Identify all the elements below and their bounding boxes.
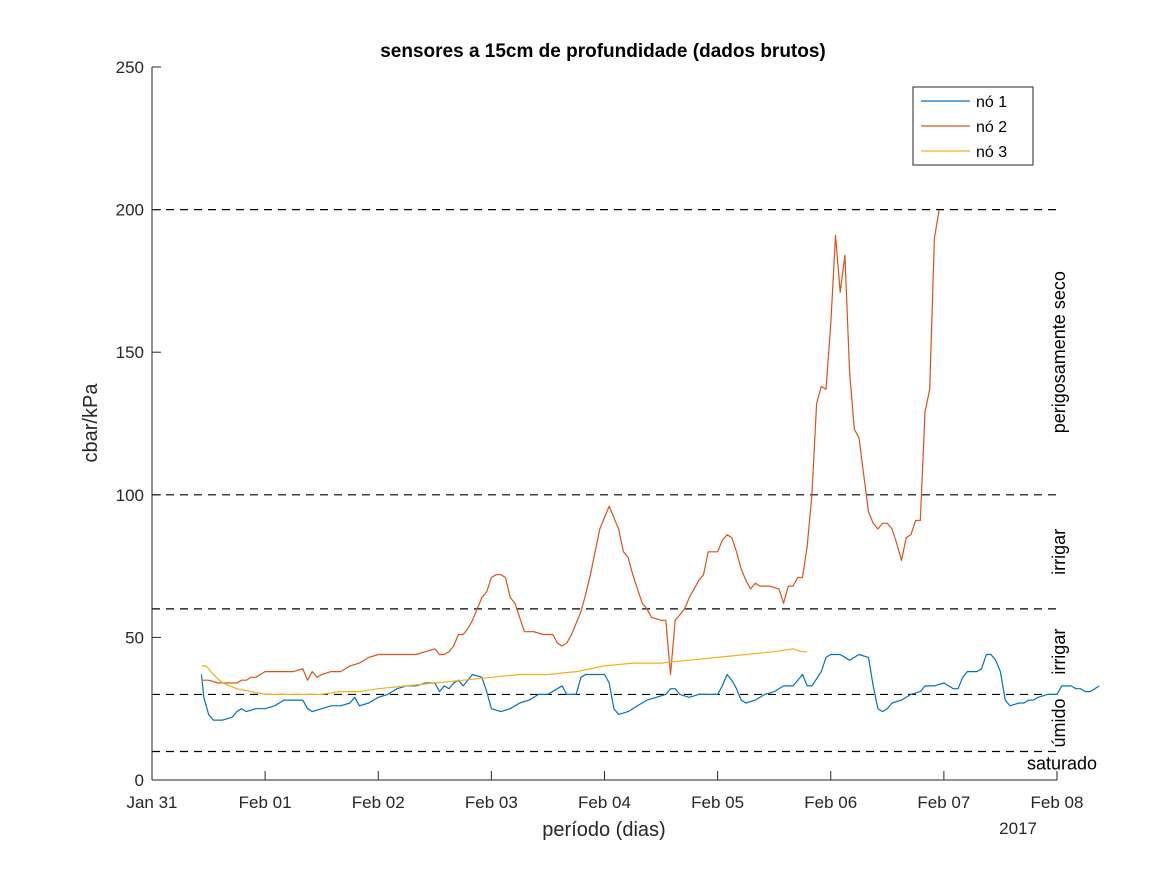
legend-entry: nó 1: [976, 94, 1007, 111]
zone-labels: perigosamente seco irrigar irrigar úmido sat…: [1027, 271, 1097, 773]
zone-label: saturado: [1027, 754, 1097, 774]
zone-label: irrigar: [1049, 629, 1069, 675]
x-tick-label: Feb 03: [465, 793, 518, 812]
y-tick-label: 150: [116, 343, 144, 362]
chart-title: sensores a 15cm de profundidade (dados b…: [380, 41, 826, 62]
x-tick-label: Feb 08: [1031, 793, 1084, 812]
y-tick-label: 0: [135, 771, 144, 790]
x-axis-year-label: 2017: [999, 819, 1037, 838]
zone-label: perigosamente seco: [1049, 271, 1069, 433]
y-tick-label: 100: [116, 486, 144, 505]
threshold-lines: [152, 209, 1057, 753]
y-tick-label: 250: [116, 58, 144, 77]
series-lines: [200, 209, 1100, 721]
axes: 0 50 100 150 200 250 Jan 31 Feb 01 Feb 02 Feb 03 F…: [116, 58, 1084, 812]
zone-label: úmido: [1049, 698, 1069, 747]
x-tick-label: Feb 07: [917, 793, 970, 812]
zone-label: irrigar: [1049, 529, 1069, 575]
legend: nó 1 nó 2 nó 3: [912, 86, 1034, 166]
x-axis-label: período (dias): [542, 819, 665, 841]
x-tick-label: Feb 04: [578, 793, 631, 812]
y-axis-label: cbar/kPa: [80, 383, 102, 463]
legend-entry: nó 3: [976, 144, 1007, 161]
series-line: [200, 653, 1100, 721]
x-tick-label: Feb 05: [691, 793, 744, 812]
series-line: [201, 209, 940, 684]
x-tick-label: Feb 01: [239, 793, 292, 812]
legend-entry: nó 2: [976, 119, 1007, 136]
x-tick-label: Feb 06: [804, 793, 857, 812]
y-tick-label: 50: [125, 628, 144, 647]
x-tick-label: Jan 31: [126, 793, 177, 812]
series-line: [201, 648, 808, 696]
x-tick-label: Feb 02: [352, 793, 405, 812]
y-tick-label: 200: [116, 201, 144, 220]
